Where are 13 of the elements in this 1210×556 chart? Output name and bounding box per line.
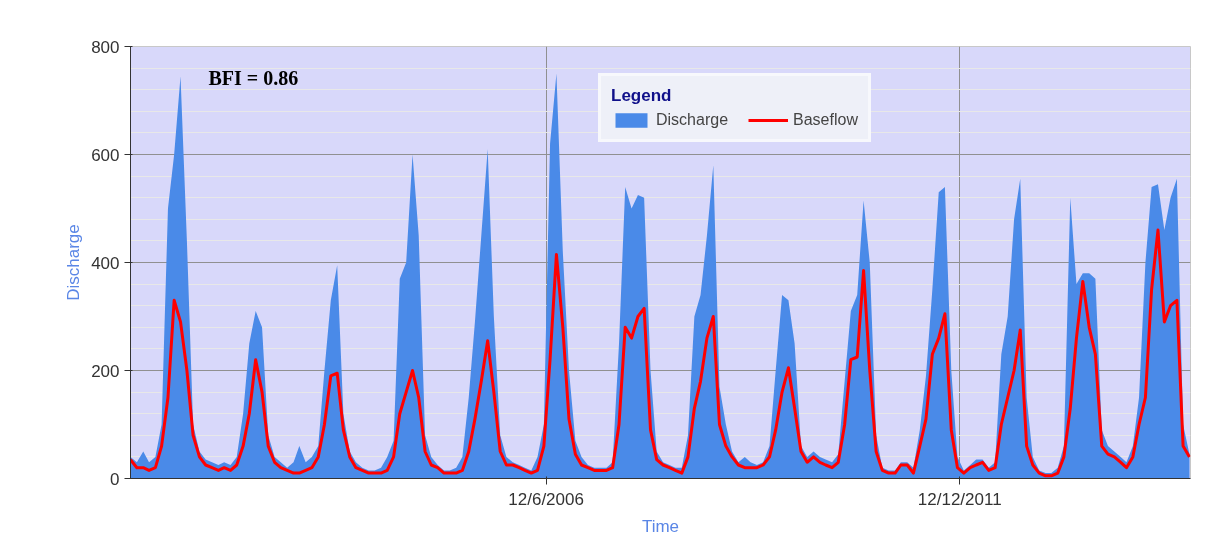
x-tick-label: 12/6/2006 <box>508 489 584 509</box>
legend-title: Legend <box>611 86 673 106</box>
y-tick-label: 400 <box>91 253 120 273</box>
y-tick-label: 800 <box>91 37 120 57</box>
annotation: BFI = 0.86 <box>208 66 299 89</box>
x-axis-title: Time <box>641 516 680 536</box>
legend-label: Discharge <box>656 111 729 129</box>
y-tick-label: 0 <box>110 469 120 489</box>
x-tick-label: 12/12/2011 <box>917 489 1002 509</box>
legend-label: Baseflow <box>793 111 858 129</box>
y-axis-title: Discharge <box>64 224 84 301</box>
y-tick-label: 200 <box>91 361 120 381</box>
y-tick-label: 600 <box>91 145 120 165</box>
